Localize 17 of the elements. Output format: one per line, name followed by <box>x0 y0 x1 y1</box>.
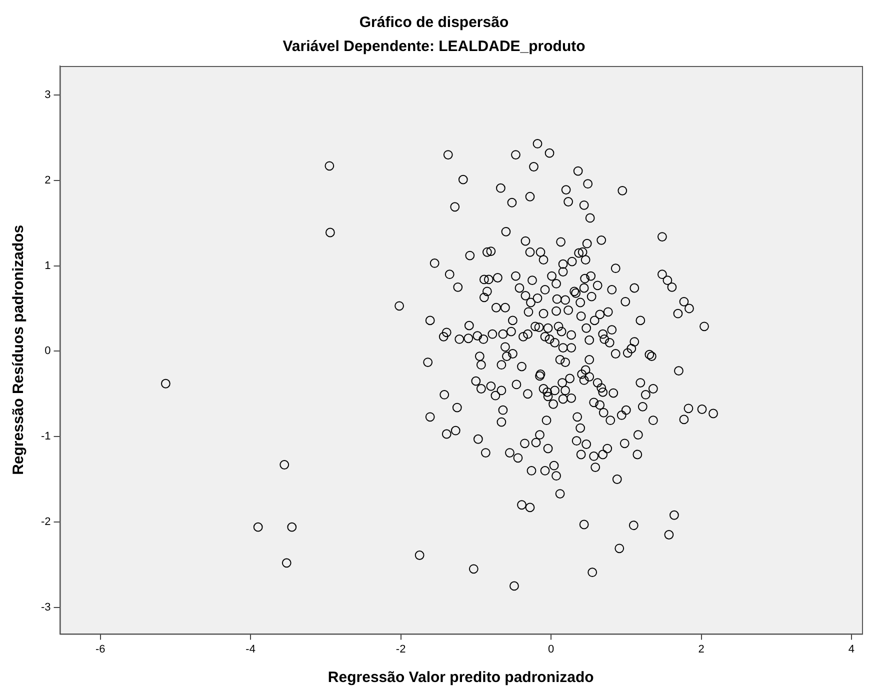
chart-title: Gráfico de dispersão <box>359 14 509 32</box>
y-tick-label: 3 <box>44 89 51 102</box>
y-tick-label: 0 <box>44 345 51 358</box>
y-tick-label: -3 <box>41 601 51 614</box>
x-tick-label: 0 <box>548 643 554 656</box>
x-tick-label: -4 <box>246 643 256 656</box>
x-tick-label: 4 <box>848 643 855 656</box>
x-tick-label: -6 <box>95 643 106 656</box>
y-tick-label: 1 <box>44 260 51 272</box>
x-tick-label: -2 <box>396 643 406 656</box>
y-tick-label: 2 <box>44 174 51 186</box>
chart-subtitle: Variável Dependente: LEALDADE_produto <box>282 38 586 56</box>
x-axis-title: Regressão Valor predito padronizado <box>328 669 594 686</box>
y-tick-label: -1 <box>41 430 51 443</box>
y-tick-label: -2 <box>41 516 51 528</box>
y-axis-title: Regressão Resíduos padronizados <box>10 224 28 475</box>
x-tick-label: 2 <box>698 643 704 656</box>
